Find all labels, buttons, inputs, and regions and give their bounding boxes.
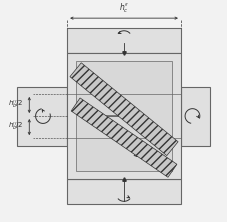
Text: $F_h$: $F_h$ <box>111 100 120 113</box>
Text: $a_s$: $a_s$ <box>165 158 174 169</box>
Polygon shape <box>71 98 177 177</box>
Text: $h_b''/2$: $h_b''/2$ <box>8 121 24 133</box>
Text: $h_c^{\prime\prime}$: $h_c^{\prime\prime}$ <box>119 2 129 15</box>
Bar <box>17 87 67 145</box>
Text: $h_b''/2$: $h_b''/2$ <box>8 99 24 111</box>
Bar <box>67 179 181 204</box>
Bar <box>181 87 210 145</box>
Bar <box>67 28 181 53</box>
Bar <box>76 61 173 171</box>
Bar <box>67 53 181 179</box>
Polygon shape <box>70 63 178 156</box>
